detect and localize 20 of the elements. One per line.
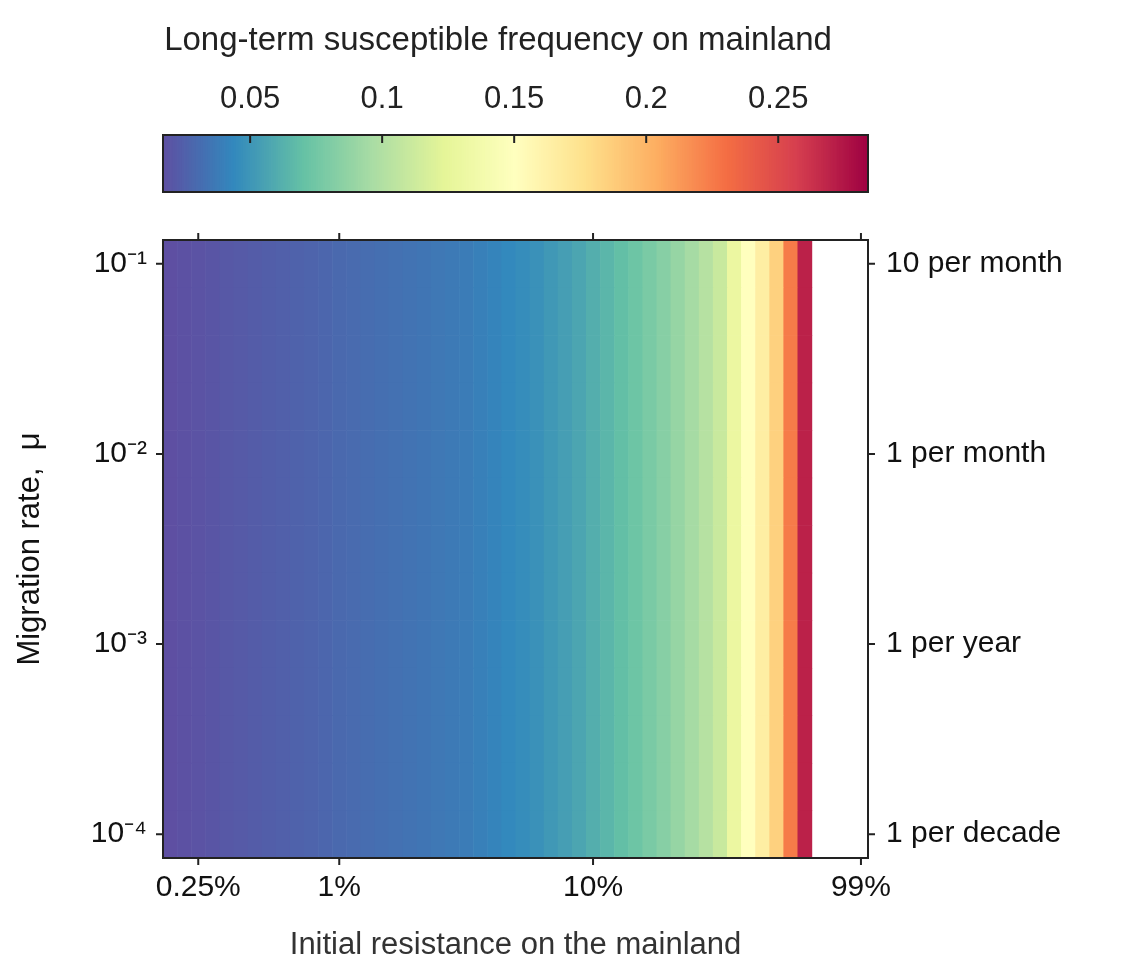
y-tick-label: 10⁻³: [93, 625, 148, 659]
y-tick-label: 10⁻¹: [93, 245, 148, 279]
y-axis-title: Migration rate, μ: [11, 432, 47, 666]
color-bar-label: 0.25: [748, 80, 809, 115]
x-axis-title: Initial resistance on the mainland: [289, 925, 742, 961]
color-bar-label: 0.1: [360, 80, 404, 115]
y2-tick-label: 1 per decade: [886, 815, 1062, 849]
y2-tick-label: 1 per month: [886, 435, 1047, 469]
x-tick-label: 1%: [317, 869, 361, 903]
color-bar-label: 0.2: [624, 80, 668, 115]
x-tick-label: 0.25%: [155, 869, 241, 903]
x-tick-label: 10%: [563, 869, 624, 903]
color-bar-title: Long-term susceptible frequency on mainland: [164, 20, 832, 57]
y-tick-label: 10⁻⁴: [90, 815, 147, 849]
y2-tick-label: 1 per year: [886, 625, 1022, 659]
color-bar-label: 0.15: [484, 80, 545, 115]
y2-tick-label: 10 per month: [886, 245, 1063, 279]
x-tick-label: 99%: [830, 869, 891, 903]
color-bar-label: 0.05: [219, 80, 281, 115]
y-tick-label: 10⁻²: [93, 435, 148, 469]
